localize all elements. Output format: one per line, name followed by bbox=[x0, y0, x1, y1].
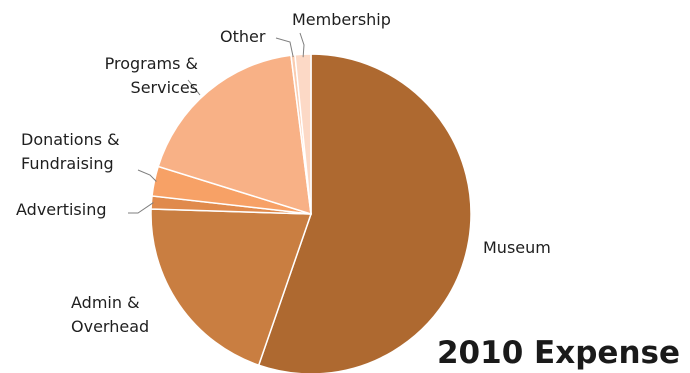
slice-label-programs: Programs & Services bbox=[78, 52, 198, 100]
pie-slice-museum bbox=[257, 53, 472, 373]
leader-line-other bbox=[275, 37, 294, 58]
slice-label-membership-text: Membership bbox=[292, 10, 391, 29]
leader-line-membership bbox=[299, 32, 305, 58]
slice-label-advertising-text: Advertising bbox=[16, 200, 107, 219]
slice-label-other-text: Other bbox=[220, 27, 266, 46]
slice-label-other: Other bbox=[220, 25, 265, 49]
leader-line-advertising bbox=[128, 202, 154, 214]
slice-label-membership: Membership bbox=[292, 8, 391, 32]
pie-slice-admin bbox=[150, 208, 313, 367]
slice-label-donations: Donations & Fundraising bbox=[21, 128, 120, 176]
slice-label-admin-line-1: Admin & bbox=[71, 293, 140, 312]
leader-line-donations bbox=[137, 169, 157, 182]
slice-label-donations-line-1: Donations & bbox=[21, 130, 120, 149]
slice-label-advertising: Advertising bbox=[16, 198, 107, 222]
slice-label-programs-line-2: Services bbox=[130, 78, 198, 97]
slice-label-museum-text: Museum bbox=[483, 238, 551, 257]
chart-title: 2010 Expense bbox=[436, 335, 680, 371]
leader-line-programs bbox=[187, 79, 201, 96]
slice-label-donations-line-2: Fundraising bbox=[21, 154, 114, 173]
slice-label-admin: Admin & Overhead bbox=[71, 291, 149, 339]
slice-label-museum: Museum bbox=[483, 236, 551, 260]
slice-label-admin-line-2: Overhead bbox=[71, 317, 150, 336]
slice-label-programs-line-1: Programs & bbox=[104, 54, 198, 73]
pie-slice-programs bbox=[157, 54, 312, 216]
